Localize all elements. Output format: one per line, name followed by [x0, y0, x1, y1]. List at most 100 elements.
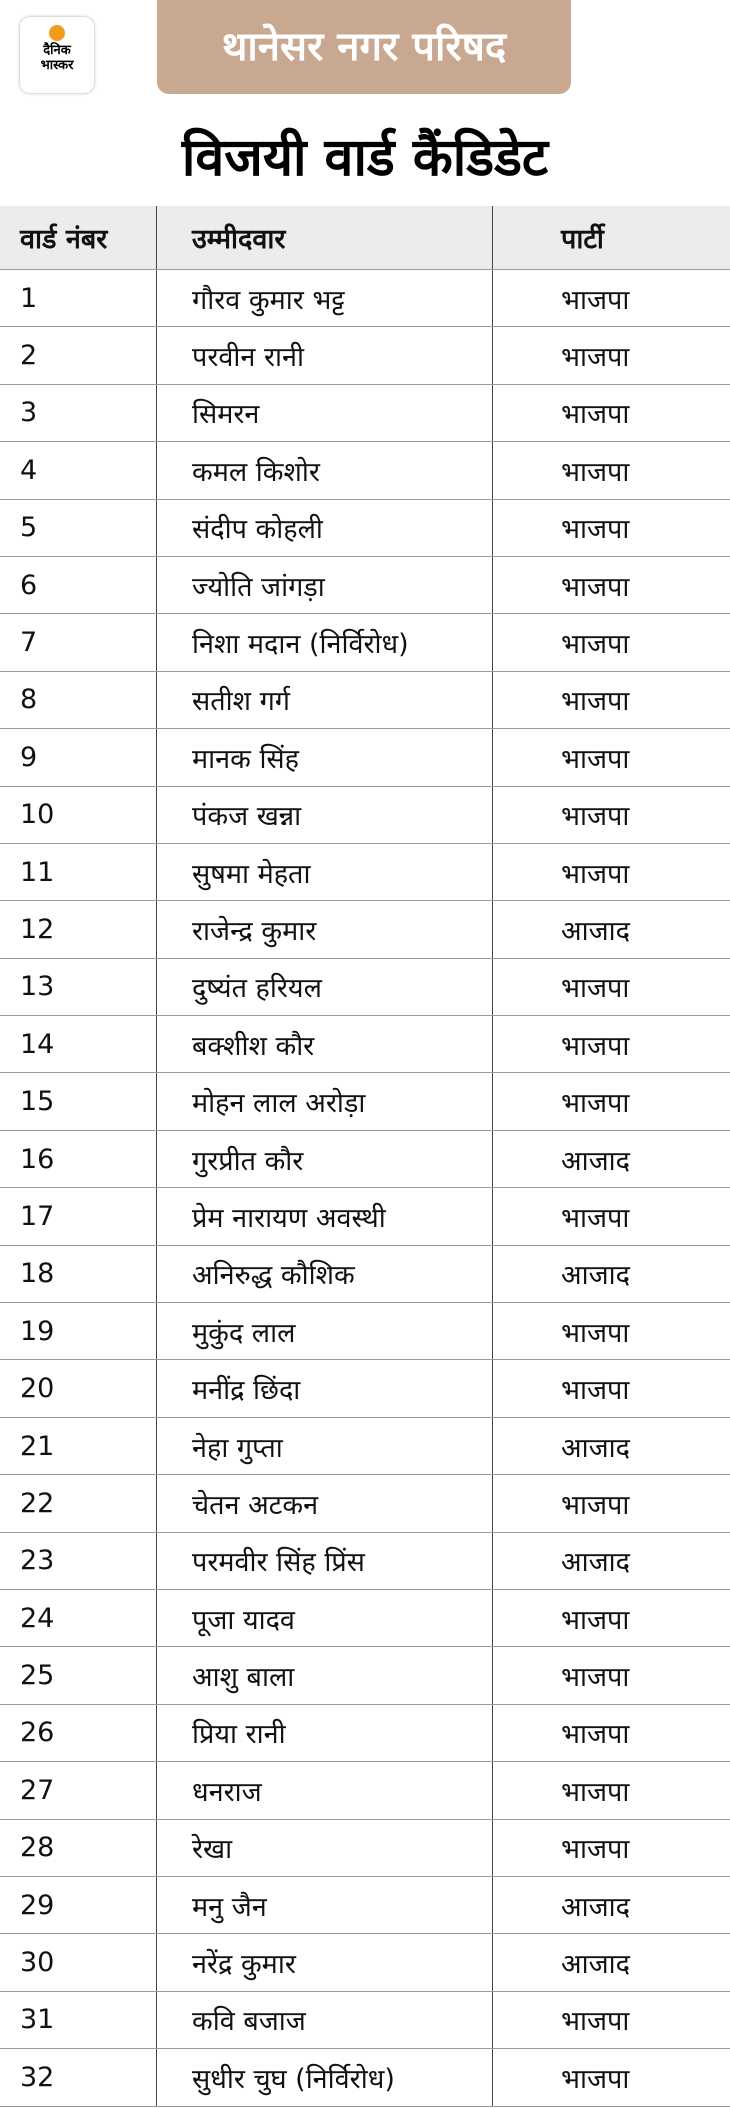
- table-cell: 22: [0, 1475, 157, 1532]
- table-cell: आशु बाला: [157, 1647, 493, 1704]
- table-cell: नरेंद्र कुमार: [157, 1934, 493, 1991]
- table-cell: बक्शीश कौर: [157, 1016, 493, 1073]
- table-cell: अनिरुद्ध कौशिक: [157, 1245, 493, 1303]
- table-row: 1 गौरव कुमार भट्ट भाजपा: [0, 270, 730, 328]
- table-row: 24 पूजा यादव भाजपा: [0, 1589, 730, 1648]
- table-cell: 31: [0, 1991, 157, 2049]
- table-row: 6 ज्योति जांगड़ा भाजपा: [0, 556, 730, 615]
- table-cell: पंकज खन्ना: [157, 786, 493, 843]
- table-cell: धनराज: [157, 1762, 493, 1819]
- table-row: 22 चेतन अटकन भाजपा: [0, 1475, 730, 1533]
- table-cell: भाजपा: [561, 858, 630, 890]
- table-cell: 30: [0, 1934, 157, 1991]
- table-row: 26 प्रिया रानी भाजपा: [0, 1704, 730, 1763]
- table-row: 20 मनींद्र छिंदा भाजपा: [0, 1360, 730, 1418]
- table-row: 31 कवि बजाज भाजपा: [0, 1991, 730, 2050]
- table-row: 21 नेहा गुप्ता आजाद: [0, 1417, 730, 1476]
- table-cell: 32: [0, 2049, 157, 2106]
- logo-line: दैनिक: [43, 43, 71, 58]
- table-cell: परमवीर सिंह प्रिंस: [157, 1532, 493, 1589]
- table-cell: आजाद: [561, 1260, 630, 1292]
- table-cell: राजेन्द्र कुमार: [157, 901, 493, 958]
- header-row: वार्ड नंबर उम्मीदवार पार्टी: [0, 206, 730, 270]
- table-cell: 14: [0, 1016, 157, 1073]
- logo: दैनिक भास्कर: [20, 17, 94, 93]
- table-cell: भाजपा: [561, 2006, 630, 2038]
- table-cell: 13: [0, 958, 157, 1016]
- logo-line: भास्कर: [40, 58, 74, 73]
- table-row: 8 सतीश गर्ग भाजपा: [0, 671, 730, 730]
- table-row: 23 परमवीर सिंह प्रिंस आजाद: [0, 1532, 730, 1590]
- table-row: 5 संदीप कोहली भाजपा: [0, 499, 730, 557]
- table-cell: रेखा: [157, 1819, 493, 1876]
- table-cell: कमल किशोर: [157, 442, 493, 499]
- table-cell: प्रेम नारायण अवस्थी: [157, 1188, 493, 1245]
- table-cell: आजाद: [561, 1949, 630, 1981]
- logo-dot: [49, 25, 65, 41]
- table-cell: भाजपा: [561, 1202, 630, 1234]
- header-cell: पार्टी: [561, 224, 604, 255]
- table-cell: 10: [0, 786, 157, 843]
- header-cell: उम्मीदवार: [157, 206, 493, 269]
- table-cell: 27: [0, 1762, 157, 1819]
- table-row: 15 मोहन लाल अरोड़ा भाजपा: [0, 1073, 730, 1131]
- table-cell: गौरव कुमार भट्ट: [157, 270, 493, 327]
- table-cell: 12: [0, 901, 157, 958]
- table-cell: 29: [0, 1876, 157, 1934]
- table-cell: 24: [0, 1589, 157, 1647]
- table-cell: 4: [0, 442, 157, 499]
- table-cell: मानक सिंह: [157, 729, 493, 786]
- table-cell: भाजपा: [561, 1030, 630, 1062]
- table-cell: भाजपा: [561, 284, 630, 316]
- table-row: 30 नरेंद्र कुमार आजाद: [0, 1934, 730, 1992]
- table-row: 29 मनु जैन आजाद: [0, 1876, 730, 1935]
- table-row: 13 दुष्यंत हरियल भाजपा: [0, 958, 730, 1017]
- table-cell: भाजपा: [561, 514, 630, 546]
- table-row: 28 रेखा भाजपा: [0, 1819, 730, 1877]
- header-cell: वार्ड नंबर: [0, 206, 157, 269]
- table-cell: सुषमा मेहता: [157, 843, 493, 901]
- table-cell: प्रिया रानी: [157, 1704, 493, 1762]
- table-cell: मुकुंद लाल: [157, 1303, 493, 1360]
- table-cell: 26: [0, 1704, 157, 1762]
- table-cell: भाजपा: [561, 1662, 630, 1694]
- table-cell: भाजपा: [561, 2063, 630, 2095]
- table-cell: भाजपा: [561, 1719, 630, 1751]
- table-cell: मोहन लाल अरोड़ा: [157, 1073, 493, 1130]
- table-cell: ज्योति जांगड़ा: [157, 556, 493, 614]
- table-cell: सिमरन: [157, 384, 493, 442]
- table-row: 17 प्रेम नारायण अवस्थी भाजपा: [0, 1188, 730, 1246]
- table-cell: सतीश गर्ग: [157, 671, 493, 729]
- table-cell: गुरप्रीत कौर: [157, 1130, 493, 1188]
- table-cell: 25: [0, 1647, 157, 1704]
- banner: थानेसर नगर परिषद: [157, 0, 571, 94]
- table-cell: आजाद: [561, 1432, 630, 1464]
- table-cell: आजाद: [561, 1547, 630, 1579]
- table-cell: 17: [0, 1188, 157, 1245]
- table-row: 11 सुषमा मेहता भाजपा: [0, 843, 730, 902]
- table-cell: 23: [0, 1532, 157, 1589]
- table-row: 16 गुरप्रीत कौर आजाद: [0, 1130, 730, 1189]
- table-cell: चेतन अटकन: [157, 1475, 493, 1532]
- table-cell: 2: [0, 327, 157, 384]
- table-cell: भाजपा: [561, 1088, 630, 1120]
- table-row: 19 मुकुंद लाल भाजपा: [0, 1303, 730, 1361]
- table-cell: नेहा गुप्ता: [157, 1417, 493, 1475]
- table-cell: 16: [0, 1130, 157, 1188]
- table-row: 3 सिमरन भाजपा: [0, 384, 730, 443]
- table-row: 18 अनिरुद्ध कौशिक आजाद: [0, 1245, 730, 1304]
- table-cell: संदीप कोहली: [157, 499, 493, 556]
- table-cell: कवि बजाज: [157, 1991, 493, 2049]
- table-cell: 15: [0, 1073, 157, 1130]
- table-cell: 11: [0, 843, 157, 901]
- title: विजयी वार्ड कैंडिडेट: [181, 128, 549, 188]
- table-cell: 21: [0, 1417, 157, 1475]
- table-cell: 20: [0, 1360, 157, 1417]
- table-cell: मनींद्र छिंदा: [157, 1360, 493, 1417]
- table-cell: भाजपा: [561, 399, 630, 431]
- table-cell: मनु जैन: [157, 1876, 493, 1934]
- table-cell: 9: [0, 729, 157, 786]
- table-row: 4 कमल किशोर भाजपा: [0, 442, 730, 500]
- table-cell: भाजपा: [561, 1776, 630, 1808]
- table-cell: 8: [0, 671, 157, 729]
